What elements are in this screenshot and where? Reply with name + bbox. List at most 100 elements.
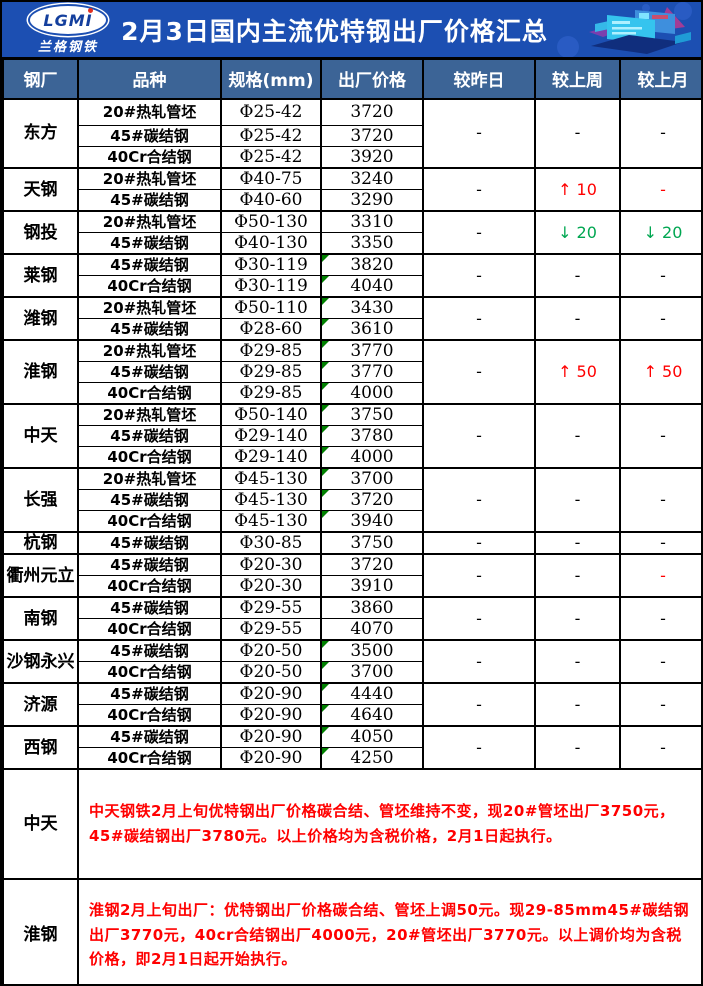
mill-name-cell: 中天	[2, 403, 79, 469]
spec-cell: Φ25-42	[220, 125, 322, 147]
cell-flag-icon	[322, 383, 329, 390]
mill-name-cell: 东方	[2, 97, 79, 169]
price-cell: 3720	[320, 97, 424, 126]
change-vs-yesterday-cell: -	[422, 296, 536, 341]
price-cell: 4000	[320, 382, 424, 405]
price-row: 东方 20#热轧管坯 Φ25-42 3720- - -	[2, 97, 701, 169]
variety-cell: 45#碳结钢	[77, 596, 222, 619]
change-vs-last-month-cell: -	[619, 639, 701, 684]
cell-flag-icon	[322, 705, 329, 712]
page-title: 2月3日国内主流优特钢出厂价格汇总	[121, 16, 548, 46]
spec-cell: Φ20-90	[220, 682, 322, 705]
variety-cell: 40Cr合结钢	[77, 382, 222, 405]
cell-flag-icon	[322, 255, 329, 262]
cell-flag-icon	[322, 341, 329, 348]
price-row: 40Cr合结钢 Φ20-90 4640	[3, 704, 701, 727]
change-vs-last-week-cell: -	[534, 639, 621, 684]
spec-cell: Φ29-55	[220, 596, 322, 619]
change-vs-yesterday-cell: -	[422, 531, 536, 555]
price-row: 40Cr合结钢 Φ30-119 4040	[3, 275, 701, 298]
price-row: 45#碳结钢 Φ29-85 3770	[3, 361, 701, 383]
mill-name-cell: 天钢	[2, 167, 79, 212]
change-vs-yesterday-cell: -	[422, 682, 536, 727]
change-vs-last-month-cell: ↓ 20	[619, 210, 701, 255]
price-cell: 4440	[320, 682, 424, 705]
logo-text: LGMI	[43, 10, 93, 30]
price-row: 杭钢 45#碳结钢 Φ30-85 3750- - -	[2, 531, 701, 555]
spec-cell: Φ45-130	[220, 489, 322, 511]
change-vs-last-month-cell: -	[619, 682, 701, 727]
spec-cell: Φ29-140	[220, 446, 322, 469]
change-vs-last-month-cell: -	[619, 253, 701, 298]
spec-cell: Φ20-90	[220, 704, 322, 727]
change-vs-yesterday-cell: -	[422, 97, 536, 169]
price-row: 45#碳结钢 Φ25-42 3720	[3, 125, 701, 147]
price-cell: 3910	[320, 575, 424, 598]
price-cell: 4640	[320, 704, 424, 727]
change-vs-last-month-cell: -	[619, 467, 701, 533]
variety-cell: 40Cr合结钢	[77, 146, 222, 169]
price-cell: 3720	[320, 489, 424, 511]
price-row: 40Cr合结钢 Φ20-90 4250	[3, 747, 701, 770]
price-row: 长强 20#热轧管坯 Φ45-130 3700- - -	[2, 467, 701, 533]
price-row: 45#碳结钢 Φ40-60 3290	[3, 189, 701, 212]
mill-name-cell: 沙钢永兴	[2, 639, 79, 684]
variety-cell: 45#碳结钢	[77, 318, 222, 341]
change-vs-last-month-cell: ↑ 50	[619, 339, 701, 405]
price-cell: 3610	[320, 318, 424, 341]
variety-cell: 20#热轧管坯	[77, 339, 222, 362]
mill-name-cell: 衢州元立	[2, 553, 79, 598]
note-text: 淮钢2月上旬出厂：优特钢出厂价格碳合结、管坯上调50元。现29-85mm45#碳…	[77, 878, 701, 984]
change-vs-yesterday-cell: -	[422, 167, 536, 212]
change-vs-last-month-cell: -	[619, 97, 701, 169]
price-row: 衢州元立 45#碳结钢 Φ20-30 3720- - -	[2, 553, 701, 598]
note-mill-name: 中天	[2, 768, 79, 880]
spec-cell: Φ50-110	[220, 296, 322, 319]
logo-red-dot	[88, 8, 93, 13]
spec-cell: Φ40-130	[220, 232, 322, 255]
price-cell: 3430	[320, 296, 424, 319]
price-cell: 3290	[320, 189, 424, 212]
price-row: 40Cr合结钢 Φ45-130 3940	[3, 510, 701, 533]
price-row: 钢投 20#热轧管坯 Φ50-130 3310- ↓ 20 ↓ 20	[2, 210, 701, 255]
mill-name-cell: 西钢	[2, 725, 79, 770]
spec-cell: Φ50-130	[220, 210, 322, 233]
cell-flag-icon	[322, 748, 329, 755]
spec-cell: Φ29-55	[220, 618, 322, 641]
variety-cell: 40Cr合结钢	[77, 661, 222, 684]
variety-cell: 20#热轧管坯	[77, 210, 222, 233]
cell-flag-icon	[322, 298, 329, 305]
variety-cell: 40Cr合结钢	[77, 446, 222, 469]
change-vs-last-week-cell: -	[534, 403, 621, 469]
price-cell: 4050	[320, 725, 424, 748]
price-cell: 3820	[320, 253, 424, 276]
price-cell: 3720	[320, 553, 424, 576]
notes-section: 中天 中天钢铁2月上旬优特钢出厂价格碳合结、管坯维持不变，现20#管坯出厂375…	[2, 768, 701, 984]
variety-cell: 20#热轧管坯	[77, 296, 222, 319]
price-row: 45#碳结钢 Φ29-140 3780	[3, 425, 701, 447]
column-header-vs-last-week: 较上周	[534, 57, 621, 100]
change-vs-last-week-cell: ↓ 20	[534, 210, 621, 255]
price-cell: 3700	[320, 467, 424, 490]
variety-cell: 45#碳结钢	[77, 639, 222, 662]
price-cell: 3500	[320, 639, 424, 662]
column-header-variety: 品种	[77, 57, 222, 100]
cell-flag-icon	[322, 276, 329, 283]
price-cell: 3700	[320, 661, 424, 684]
spec-cell: Φ29-85	[220, 361, 322, 383]
spec-cell: Φ20-30	[220, 553, 322, 576]
change-vs-yesterday-cell: -	[422, 210, 536, 255]
change-vs-last-week-cell: -	[534, 553, 621, 598]
mill-name-cell: 杭钢	[2, 531, 79, 555]
mill-name-cell: 莱钢	[2, 253, 79, 298]
mill-name-cell: 钢投	[2, 210, 79, 255]
spec-cell: Φ25-42	[220, 97, 322, 126]
price-cell: 3920	[320, 146, 424, 169]
price-cell: 3770	[320, 339, 424, 362]
variety-cell: 45#碳结钢	[77, 125, 222, 147]
variety-cell: 45#碳结钢	[77, 425, 222, 447]
spec-cell: Φ30-85	[220, 531, 322, 555]
price-row: 西钢 45#碳结钢 Φ20-90 4050- - -	[2, 725, 701, 770]
price-row: 40Cr合结钢 Φ20-50 3700	[3, 661, 701, 684]
spec-cell: Φ45-130	[220, 467, 322, 490]
